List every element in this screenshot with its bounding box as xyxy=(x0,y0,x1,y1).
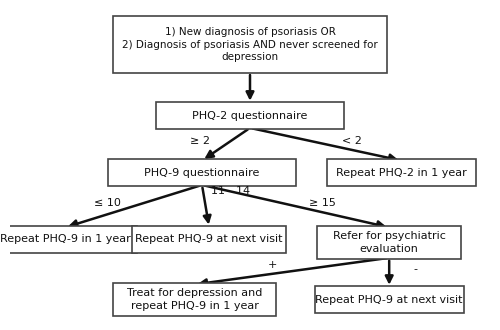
Text: -: - xyxy=(414,265,418,275)
Text: < 2: < 2 xyxy=(342,136,362,146)
Text: ≤ 10: ≤ 10 xyxy=(94,198,120,208)
Text: Repeat PHQ-9 in 1 year: Repeat PHQ-9 in 1 year xyxy=(0,234,130,245)
FancyBboxPatch shape xyxy=(113,283,276,316)
FancyBboxPatch shape xyxy=(132,226,286,253)
Text: ≥ 15: ≥ 15 xyxy=(308,198,336,208)
Text: ≥ 2: ≥ 2 xyxy=(190,136,210,146)
Text: Refer for psychiatric
evaluation: Refer for psychiatric evaluation xyxy=(333,231,446,254)
FancyBboxPatch shape xyxy=(108,159,296,186)
FancyBboxPatch shape xyxy=(327,159,476,186)
Text: PHQ-9 questionnaire: PHQ-9 questionnaire xyxy=(144,168,260,178)
FancyBboxPatch shape xyxy=(156,102,344,129)
Text: 1) New diagnosis of psoriasis OR
2) Diagnosis of psoriasis AND never screened fo: 1) New diagnosis of psoriasis OR 2) Diag… xyxy=(122,27,378,62)
Text: PHQ-2 questionnaire: PHQ-2 questionnaire xyxy=(192,111,308,121)
FancyBboxPatch shape xyxy=(317,226,461,259)
Text: Repeat PHQ-9 at next visit: Repeat PHQ-9 at next visit xyxy=(136,234,283,245)
Text: 11 - 14: 11 - 14 xyxy=(211,186,250,196)
Text: Repeat PHQ-2 in 1 year: Repeat PHQ-2 in 1 year xyxy=(336,168,466,178)
Text: Treat for depression and
repeat PHQ-9 in 1 year: Treat for depression and repeat PHQ-9 in… xyxy=(127,288,262,311)
FancyBboxPatch shape xyxy=(113,16,387,73)
Text: +: + xyxy=(268,260,278,270)
FancyBboxPatch shape xyxy=(0,226,137,253)
Text: Repeat PHQ-9 at next visit: Repeat PHQ-9 at next visit xyxy=(316,295,463,305)
FancyBboxPatch shape xyxy=(315,286,464,313)
